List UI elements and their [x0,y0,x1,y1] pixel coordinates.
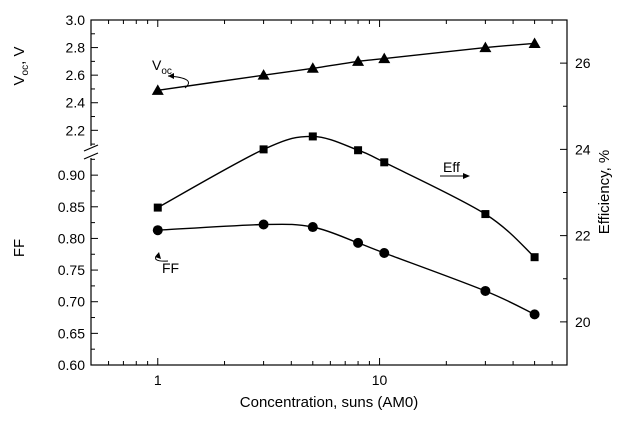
eff-point [354,146,363,155]
ff-tick-label: 0.60 [58,357,85,373]
ff-series-line [157,223,535,316]
eff-annotation: Eff [443,159,460,175]
x-tick-label: 1 [154,372,162,388]
voc-axis-sub: oc [20,65,31,76]
ff-point [353,237,364,248]
voc-point [378,52,391,64]
eff-point [530,253,539,262]
eff-arrowhead [463,173,470,179]
voc-point [528,37,541,48]
ff-tick-label: 0.90 [58,167,85,183]
ff-point [258,219,269,230]
eff-tick-label: 24 [575,141,591,157]
eff-point [481,210,490,219]
ff-tick-label: 0.85 [58,199,85,215]
ff-point [307,222,318,233]
voc-tick-label: 2.8 [66,40,86,56]
voc-point [352,55,365,66]
ff-point [529,309,540,320]
x-axis-title: Concentration, suns (AM0) [240,394,418,411]
voc-tick-label: 2.2 [66,122,86,138]
voc-point [479,41,492,53]
ff-tick-label: 0.70 [58,294,85,310]
left-axis-title-voc: Voc, V [11,47,31,86]
eff-point [259,145,268,154]
voc-arrowhead [168,73,174,79]
voc-tick-label: 2.4 [66,95,86,111]
ff-point [480,285,491,296]
eff-point [308,132,317,141]
ff-point [379,247,390,258]
left-axis-title-ff: FF [11,239,28,257]
eff-tick-label: 22 [575,228,591,244]
ticks-layer: 1 10 2.2 2.4 2.6 2.8 3.0 0.60 0.65 0.70 0.75 0.80 0.… [58,12,591,388]
eff-point [380,158,389,167]
voc-annotation: Voc [152,57,172,77]
series-layer [151,37,541,320]
x-tick-label: 10 [372,372,388,388]
voc-point [257,69,270,80]
ff-arrowhead [155,252,161,259]
voc-axis-main: V [11,75,28,85]
voc-annotation-main: V [152,57,162,73]
voc-axis-rest: , V [11,47,28,65]
voc-point [151,84,164,95]
axis-break-mark [83,144,99,160]
ff-annotation: FF [162,260,179,276]
eff-tick-label: 26 [575,55,591,71]
voc-point [306,62,319,73]
right-axis-title: Efficiency, % [596,150,613,234]
voc-tick-label: 3.0 [66,12,86,28]
voc-tick-label: 2.6 [66,67,86,83]
ff-tick-label: 0.65 [58,325,85,341]
eff-point [153,203,162,212]
efficiency-series-line [157,135,536,258]
ff-point [152,225,163,236]
ff-tick-label: 0.80 [58,230,85,246]
ff-tick-label: 0.75 [58,262,85,278]
voc-annotation-sub: oc [161,66,172,77]
eff-tick-label: 20 [575,314,591,330]
voc-series-line [157,42,535,91]
